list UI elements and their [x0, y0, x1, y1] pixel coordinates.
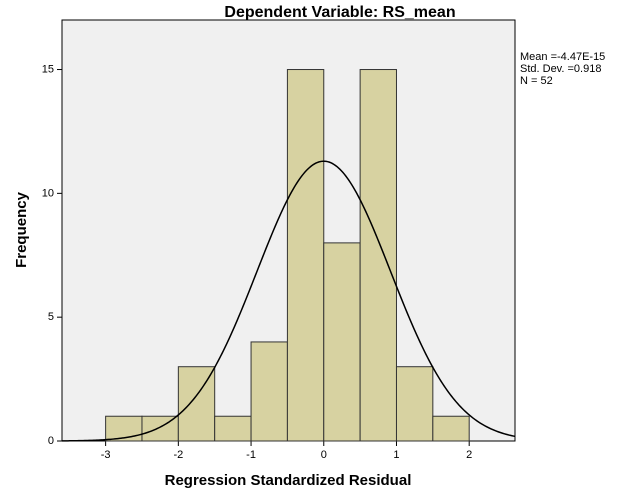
y-tick-label: 5 — [48, 311, 54, 323]
stat-label: Mean =-4.47E-15 — [520, 51, 605, 63]
x-tick-label: 1 — [393, 449, 399, 461]
x-tick-label: 0 — [321, 449, 327, 461]
bar — [286, 69, 325, 442]
x-axis-title: Regression Standardized Residual — [165, 472, 412, 489]
bar — [250, 341, 288, 442]
bar — [432, 415, 470, 442]
x-tick-label: -1 — [246, 449, 256, 461]
bar — [395, 366, 434, 442]
normal-curve — [61, 160, 516, 442]
y-tick-label: 15 — [42, 63, 54, 75]
stat-label: Std. Dev. =0.918 — [520, 63, 601, 75]
y-tick-label: 10 — [42, 187, 54, 199]
y-axis-title: Frequency — [13, 191, 30, 268]
bar — [214, 415, 252, 442]
x-tick-label: -2 — [173, 449, 183, 461]
y-tick-label: 0 — [48, 435, 54, 447]
bar — [323, 242, 361, 442]
stat-label: N = 52 — [520, 75, 553, 87]
bar — [359, 69, 397, 442]
x-tick-label: 2 — [466, 449, 472, 461]
x-tick-label: -3 — [101, 449, 111, 461]
chart-title: Dependent Variable: RS_mean — [224, 4, 455, 21]
bar — [105, 415, 143, 442]
